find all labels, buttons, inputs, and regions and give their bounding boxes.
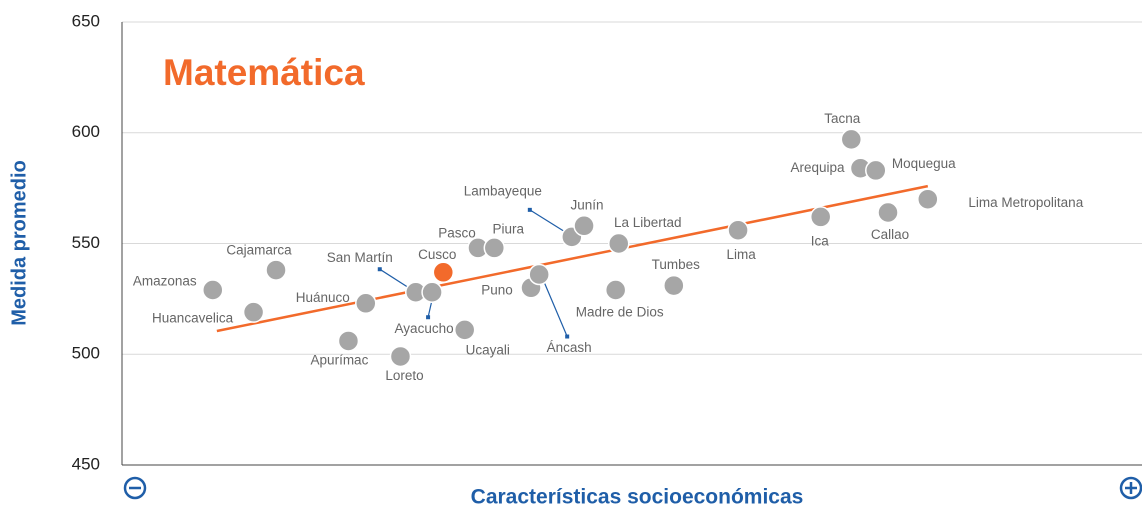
point <box>528 263 550 286</box>
point-label: Ica <box>811 233 830 248</box>
y-tick-label: 450 <box>72 454 100 473</box>
leader-dot <box>426 315 431 320</box>
y-tick-label: 500 <box>72 344 100 363</box>
point <box>265 259 287 281</box>
point <box>483 237 506 259</box>
point-label: Madre de Dios <box>576 305 664 320</box>
point <box>840 128 863 151</box>
point-label: La Libertad <box>614 215 682 230</box>
point <box>727 219 749 241</box>
trend-line <box>216 184 929 333</box>
point-label: Huancavelica <box>152 311 234 326</box>
plus-icon <box>1119 476 1142 500</box>
minus-icon <box>123 476 147 500</box>
point-label: Ayacucho <box>395 321 454 336</box>
y-tick-label: 550 <box>72 233 100 252</box>
leader-dot <box>565 334 570 339</box>
point <box>877 201 899 224</box>
point-label: Moquegua <box>892 156 956 171</box>
point-label: Lambayeque <box>464 183 542 198</box>
y-axis-label: Medida promedio <box>8 160 30 326</box>
leader-dot <box>527 207 532 212</box>
point-label: Ucayali <box>466 342 510 357</box>
point <box>389 345 412 368</box>
leader-line <box>541 277 568 337</box>
point <box>453 319 476 341</box>
point-label: Amazonas <box>133 274 197 289</box>
y-tick-label: 600 <box>72 122 100 141</box>
point <box>607 232 630 255</box>
y-tick-label: 650 <box>72 11 100 30</box>
point-label: Callao <box>871 227 909 242</box>
point <box>809 206 832 228</box>
point <box>573 215 595 237</box>
point-label: Cusco <box>418 247 456 262</box>
point-label: Junín <box>571 197 604 212</box>
point <box>337 330 360 352</box>
point-label: Tumbes <box>652 257 701 272</box>
leader-dot <box>377 267 382 272</box>
point-label: Pasco <box>438 225 476 240</box>
point-label: Cajamarca <box>226 243 292 258</box>
point <box>865 159 887 182</box>
point-label: Lima <box>726 247 756 262</box>
point <box>355 292 377 315</box>
point-label: Lima Metropolitana <box>968 195 1083 210</box>
point-label: Loreto <box>385 368 423 383</box>
point-label: San Martín <box>327 250 393 265</box>
point-label: Piura <box>493 221 525 236</box>
chart-title: Matemática <box>163 52 365 93</box>
point <box>242 301 265 323</box>
x-axis-label: Características socioeconómicas <box>471 486 804 509</box>
point-label: Huánuco <box>296 290 350 305</box>
point <box>421 281 443 303</box>
point-label: Puno <box>481 282 513 297</box>
point-label: Apurímac <box>311 353 369 368</box>
point <box>202 279 224 301</box>
point <box>663 274 685 297</box>
point-label: Arequipa <box>790 160 845 175</box>
point <box>917 188 939 210</box>
point-label: Tacna <box>824 111 861 126</box>
point <box>604 279 627 301</box>
point <box>432 261 455 284</box>
point-label: Áncash <box>547 340 592 355</box>
